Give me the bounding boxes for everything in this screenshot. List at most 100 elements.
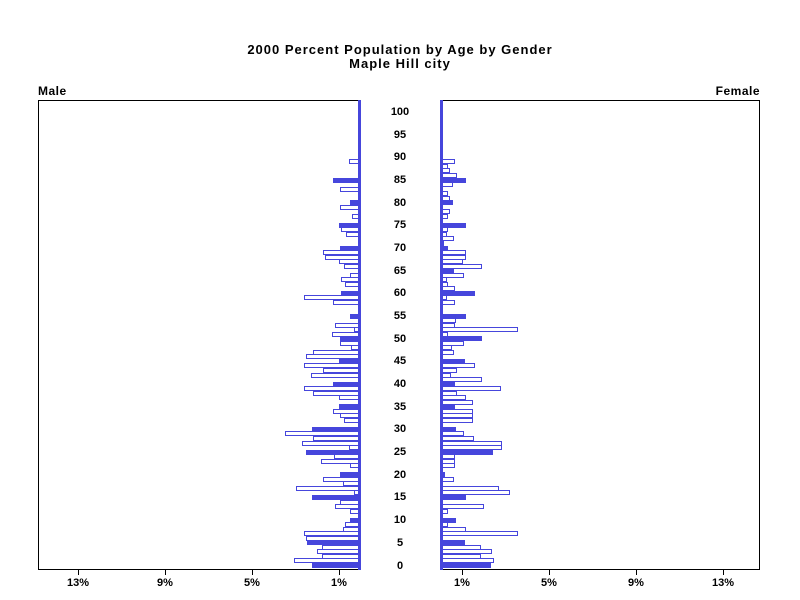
age-tick-label-15: 15 bbox=[393, 491, 407, 504]
female-axis-9pct-label: 9% bbox=[628, 577, 644, 589]
male-bar-age-25 bbox=[306, 449, 361, 455]
female-bar-age-5 bbox=[440, 540, 465, 546]
female-axis-13pct-label: 13% bbox=[711, 577, 735, 589]
female-axis-9pct-tick bbox=[636, 570, 637, 575]
male-bar-age-59 bbox=[304, 295, 361, 301]
female-bar-age-50 bbox=[440, 336, 482, 342]
female-plot-panel bbox=[440, 100, 760, 570]
female-bar-age-36 bbox=[440, 399, 473, 405]
male-bar-age-17 bbox=[296, 485, 361, 491]
female-bar-age-52 bbox=[440, 327, 518, 333]
age-tick-label-50: 50 bbox=[393, 332, 407, 345]
female-bar-age-28 bbox=[440, 436, 474, 442]
female-bar-age-37 bbox=[440, 395, 466, 401]
female-zero-baseline-axis bbox=[440, 100, 443, 570]
male-bar-age-5 bbox=[307, 540, 361, 546]
age-tick-label-55: 55 bbox=[393, 310, 407, 323]
female-axis-1pct-label: 1% bbox=[454, 577, 470, 589]
female-bar-age-55 bbox=[440, 313, 466, 319]
female-bar-age-29 bbox=[440, 431, 464, 437]
male-bar-age-15 bbox=[312, 494, 361, 500]
age-tick-label-45: 45 bbox=[393, 355, 407, 368]
female-bar-age-15 bbox=[440, 494, 466, 500]
female-bar-age-68 bbox=[440, 254, 466, 260]
male-bar-age-51 bbox=[332, 331, 361, 337]
chart-title: 2000 Percent Population by Age by Gender bbox=[247, 42, 553, 57]
male-bar-age-68 bbox=[325, 254, 361, 260]
female-bar-age-39 bbox=[440, 386, 501, 392]
male-bar-age-19 bbox=[323, 476, 361, 482]
male-bar-age-38 bbox=[313, 390, 361, 396]
female-bar-age-17 bbox=[440, 485, 499, 491]
male-bar-age-43 bbox=[323, 367, 361, 373]
female-bar-age-69 bbox=[440, 250, 466, 256]
male-axis-1pct-label: 1% bbox=[331, 577, 347, 589]
female-axis-13pct-tick bbox=[723, 570, 724, 575]
male-panel-label: Male bbox=[38, 84, 67, 98]
female-bar-age-45 bbox=[440, 358, 465, 364]
female-bar-age-34 bbox=[440, 408, 473, 414]
male-bar-age-6 bbox=[306, 535, 361, 541]
age-tick-label-65: 65 bbox=[393, 264, 407, 277]
female-bar-age-33 bbox=[440, 413, 473, 419]
female-bar-age-7 bbox=[440, 531, 518, 537]
female-bar-age-44 bbox=[440, 363, 475, 369]
age-tick-label-10: 10 bbox=[393, 514, 407, 527]
male-bar-age-0 bbox=[312, 563, 361, 568]
male-bar-age-30 bbox=[312, 426, 361, 432]
male-bar-age-23 bbox=[321, 458, 361, 464]
male-bar-age-24 bbox=[334, 454, 361, 460]
female-axis-5pct-label: 5% bbox=[541, 577, 557, 589]
age-tick-label-5: 5 bbox=[396, 536, 404, 549]
female-panel-label: Female bbox=[715, 84, 760, 98]
female-bar-age-25 bbox=[440, 449, 493, 455]
age-tick-label-90: 90 bbox=[393, 151, 407, 164]
age-tick-label-75: 75 bbox=[393, 219, 407, 232]
age-tick-label-30: 30 bbox=[393, 423, 407, 436]
male-zero-baseline-axis bbox=[358, 100, 361, 570]
age-tick-label-80: 80 bbox=[393, 196, 407, 209]
female-bar-age-67 bbox=[440, 259, 463, 265]
female-bar-age-4 bbox=[440, 544, 481, 550]
age-tick-label-95: 95 bbox=[393, 128, 407, 141]
male-bar-age-28 bbox=[313, 436, 361, 442]
female-bar-age-60 bbox=[440, 290, 475, 296]
female-axis-1pct-tick bbox=[462, 570, 463, 575]
female-bar-age-13 bbox=[440, 504, 484, 510]
male-bar-age-46 bbox=[306, 354, 361, 360]
female-bar-age-8 bbox=[440, 526, 466, 532]
male-bar-age-44 bbox=[304, 363, 361, 369]
age-tick-label-20: 20 bbox=[393, 468, 407, 481]
male-plot-panel bbox=[38, 100, 361, 570]
male-axis-1pct-tick bbox=[339, 570, 340, 575]
female-bar-age-3 bbox=[440, 549, 492, 555]
age-tick-label-0: 0 bbox=[396, 559, 404, 572]
male-axis-9pct-tick bbox=[165, 570, 166, 575]
female-bar-age-16 bbox=[440, 490, 510, 496]
male-axis-13pct-label: 13% bbox=[66, 577, 90, 589]
age-tick-label-60: 60 bbox=[393, 287, 407, 300]
age-tick-label-25: 25 bbox=[393, 446, 407, 459]
age-tick-label-100: 100 bbox=[390, 106, 410, 118]
chart-subtitle: Maple Hill city bbox=[349, 56, 451, 71]
male-bar-age-85 bbox=[333, 177, 361, 183]
female-bar-age-64 bbox=[440, 272, 464, 278]
male-bar-age-27 bbox=[302, 440, 361, 446]
female-axis-5pct-tick bbox=[549, 570, 550, 575]
male-bar-age-40 bbox=[333, 381, 361, 387]
age-tick-label-85: 85 bbox=[393, 174, 407, 187]
male-axis-5pct-tick bbox=[252, 570, 253, 575]
female-bar-age-41 bbox=[440, 377, 482, 383]
age-tick-label-40: 40 bbox=[393, 378, 407, 391]
male-bar-age-42 bbox=[311, 372, 361, 378]
female-bar-age-2 bbox=[440, 553, 481, 559]
male-axis-5pct-label: 5% bbox=[244, 577, 260, 589]
female-bar-age-1 bbox=[440, 558, 494, 564]
male-axis-9pct-label: 9% bbox=[157, 577, 173, 589]
male-bar-age-7 bbox=[304, 531, 361, 537]
female-bar-age-32 bbox=[440, 417, 473, 423]
male-bar-age-3 bbox=[317, 549, 361, 555]
male-bar-age-69 bbox=[323, 250, 361, 256]
age-tick-label-70: 70 bbox=[393, 242, 407, 255]
